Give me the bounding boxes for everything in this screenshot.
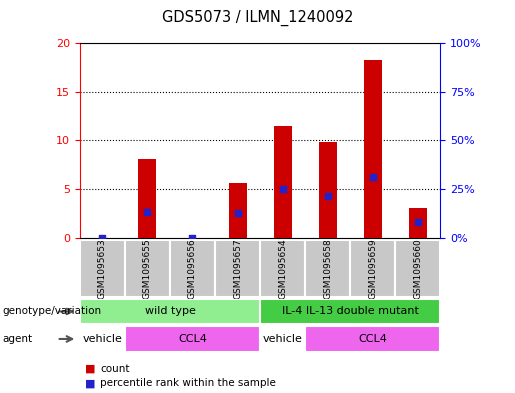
Point <box>98 235 107 241</box>
Text: GSM1095657: GSM1095657 <box>233 238 242 299</box>
Point <box>279 186 287 192</box>
Point <box>188 235 197 241</box>
Bar <box>80 240 125 297</box>
Text: GSM1095659: GSM1095659 <box>368 238 377 299</box>
Text: GSM1095656: GSM1095656 <box>188 238 197 299</box>
Bar <box>80 326 125 352</box>
Bar <box>409 208 427 238</box>
Text: count: count <box>100 364 130 374</box>
Bar <box>170 240 215 297</box>
Text: ■: ■ <box>85 378 95 388</box>
Text: percentile rank within the sample: percentile rank within the sample <box>100 378 277 388</box>
Bar <box>229 183 247 238</box>
Point <box>414 219 422 225</box>
Bar <box>139 159 157 238</box>
Point <box>323 193 332 199</box>
Bar <box>260 240 305 297</box>
Bar <box>215 240 260 297</box>
Text: CCL4: CCL4 <box>358 334 387 344</box>
Bar <box>305 326 440 352</box>
Text: genotype/variation: genotype/variation <box>3 307 101 316</box>
Bar <box>125 326 260 352</box>
Text: agent: agent <box>3 334 32 344</box>
Text: vehicle: vehicle <box>263 334 302 344</box>
Bar <box>125 240 170 297</box>
Text: GDS5073 / ILMN_1240092: GDS5073 / ILMN_1240092 <box>162 10 353 26</box>
Bar <box>364 60 382 238</box>
Point <box>369 174 377 181</box>
Text: GSM1095660: GSM1095660 <box>414 238 422 299</box>
Bar <box>305 240 350 297</box>
Point <box>143 208 151 215</box>
Bar <box>350 240 396 297</box>
Text: wild type: wild type <box>145 307 195 316</box>
Text: IL-4 IL-13 double mutant: IL-4 IL-13 double mutant <box>282 307 419 316</box>
Bar <box>319 142 337 238</box>
Bar <box>260 299 440 324</box>
Text: vehicle: vehicle <box>82 334 122 344</box>
Text: GSM1095654: GSM1095654 <box>278 238 287 299</box>
Bar <box>396 240 440 297</box>
Text: GSM1095653: GSM1095653 <box>98 238 107 299</box>
Bar <box>260 326 305 352</box>
Point <box>233 210 242 217</box>
Text: ■: ■ <box>85 364 95 374</box>
Text: CCL4: CCL4 <box>178 334 207 344</box>
Bar <box>273 126 291 238</box>
Text: GSM1095655: GSM1095655 <box>143 238 152 299</box>
Bar <box>80 299 260 324</box>
Text: GSM1095658: GSM1095658 <box>323 238 332 299</box>
